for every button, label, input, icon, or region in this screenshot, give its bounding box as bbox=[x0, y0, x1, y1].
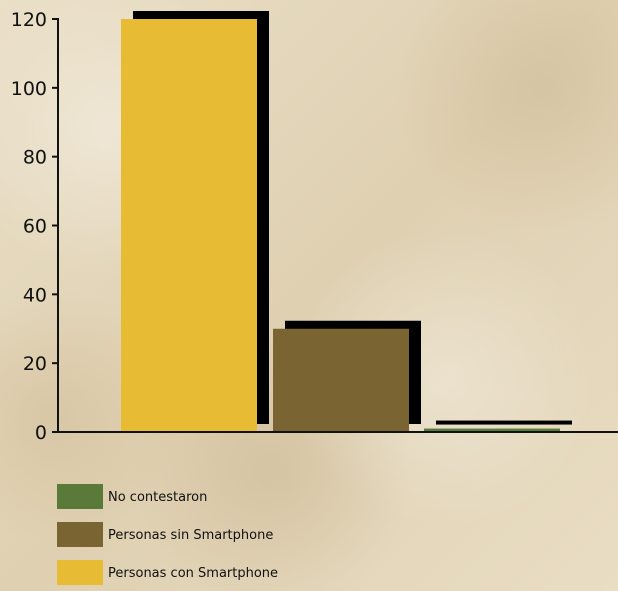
y-tick-label: 0 bbox=[35, 422, 47, 444]
legend-label: Personas con Smartphone bbox=[108, 566, 278, 581]
bar bbox=[121, 19, 257, 432]
bar bbox=[273, 328, 409, 432]
y-tick-label: 80 bbox=[23, 147, 47, 169]
y-axis-ticks: 0 20 40 60 80 100 120 bbox=[11, 9, 58, 444]
y-tick-label: 60 bbox=[23, 216, 47, 238]
legend-item: Personas sin Smartphone bbox=[57, 522, 273, 547]
bars bbox=[121, 19, 560, 432]
y-tick-label: 120 bbox=[11, 9, 47, 31]
y-tick-label: 40 bbox=[23, 284, 47, 306]
legend-label: No contestaron bbox=[108, 490, 207, 505]
legend-swatch bbox=[57, 560, 103, 585]
y-tick-label: 100 bbox=[11, 78, 47, 100]
bar bbox=[424, 428, 560, 432]
bar-shadow bbox=[436, 420, 572, 425]
y-tick-label: 20 bbox=[23, 353, 47, 375]
legend-item: No contestaron bbox=[57, 484, 207, 509]
legend: No contestaron Personas sin Smartphone Per… bbox=[57, 484, 278, 585]
legend-label: Personas sin Smartphone bbox=[108, 528, 273, 543]
legend-swatch bbox=[57, 522, 103, 547]
legend-swatch bbox=[57, 484, 103, 509]
legend-item: Personas con Smartphone bbox=[57, 560, 278, 585]
